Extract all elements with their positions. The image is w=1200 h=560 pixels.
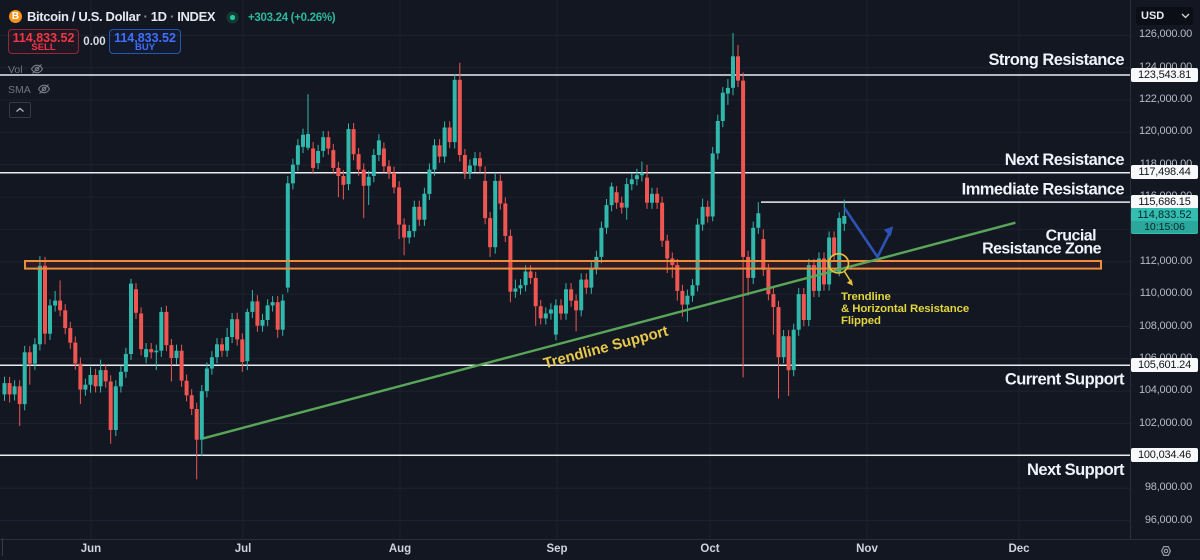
svg-text:Immediate Resistance: Immediate Resistance [962,181,1125,199]
svg-text:Next Resistance: Next Resistance [1005,151,1125,169]
svg-text:Crucial: Crucial [1046,228,1096,245]
svg-text:Resistance Zone: Resistance Zone [982,241,1102,258]
svg-text:Next Support: Next Support [1027,461,1125,479]
svg-text:Strong Resistance: Strong Resistance [988,51,1124,69]
svg-text:Current Support: Current Support [1005,371,1125,389]
svg-text:Trendline: Trendline [841,291,891,303]
svg-text:& Horizontal Resistance: & Horizontal Resistance [841,303,969,315]
svg-text:Flipped: Flipped [841,315,881,327]
